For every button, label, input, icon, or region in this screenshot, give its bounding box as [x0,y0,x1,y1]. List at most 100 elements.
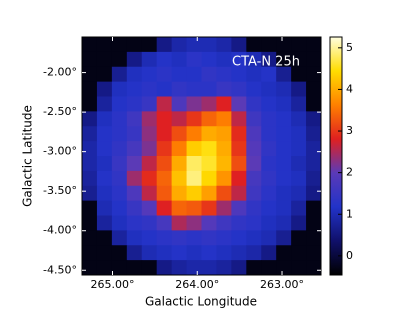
heatmap-cell [276,170,292,187]
heatmap-cell [261,126,277,142]
heatmap-cell [231,200,247,216]
heatmap-cell [306,37,322,53]
heatmap-cell [171,96,188,112]
heatmap-cell [246,66,262,83]
heatmap-cell [141,96,158,112]
annotation: CTA-N 25h [232,55,300,70]
heatmap-cell [276,81,292,97]
y-tick-label: -4.50° [43,263,77,276]
heatmap-cell [82,141,98,157]
heatmap-cell [96,245,113,261]
heatmap-cell [231,51,247,68]
heatmap-cell [111,170,128,187]
heatmap-cell [231,156,247,172]
heatmap-cell [141,81,158,97]
heatmap-cell [156,260,173,276]
heatmap-cell [231,230,247,246]
heatmap-cell [261,185,277,202]
heatmap-cell [306,170,322,187]
heatmap-cell [246,245,262,261]
y-tick-label: -4.00° [43,224,77,237]
heatmap-cell [82,66,98,83]
heatmap-cell [201,156,217,172]
heatmap-cell [231,185,247,202]
heatmap-cell [156,66,173,83]
heatmap-cell [261,260,277,276]
heatmap-cell [231,215,247,231]
x-tick-label: 264.00° [175,278,219,291]
heatmap-cell [186,170,202,187]
heatmap-cell [276,245,292,261]
heatmap-cell [141,230,158,246]
heatmap-cell [156,96,173,112]
heatmap-cell [261,111,277,127]
y-tick-label: -3.50° [43,184,77,197]
heatmap-cell [82,126,98,142]
heatmap-cell [111,81,128,97]
heatmap-cell [201,126,217,142]
heatmap-cell [216,230,232,246]
heatmap-cell [126,81,143,97]
heatmap-cell [111,260,128,276]
heatmap-cell [96,200,113,216]
heatmap-cell [231,96,247,112]
heatmap-cell [111,111,128,127]
heatmap-cell [141,200,158,216]
heatmap-cell [141,126,158,142]
y-axis-label: Galactic Latitude [21,105,35,207]
heatmap-cell [291,185,307,202]
heatmap-cell [246,141,262,157]
heatmap-cell [246,170,262,187]
heatmap-cell [291,81,307,97]
heatmap-cell [276,156,292,172]
colorbar-tick-label: 0 [346,249,353,262]
x-tick-label: 263.00° [260,278,304,291]
heatmap-cell [171,245,188,261]
heatmap-cell [201,215,217,231]
heatmap-cell [141,245,158,261]
heatmap-cell [261,200,277,216]
heatmap-cell [126,185,143,202]
heatmap-cell [306,260,322,276]
heatmap-cell [246,51,262,68]
heatmap-cell [141,215,158,231]
heatmap-cell [186,37,202,53]
heatmap-cell [126,51,143,68]
colorbar-tick-label: 1 [346,207,353,220]
heatmap-cell [171,170,188,187]
heatmap-cell [231,260,247,276]
heatmap-cell [82,260,98,276]
heatmap-cell [126,37,143,53]
heatmap [82,37,322,276]
heatmap-cell [82,156,98,172]
heatmap-cell [216,260,232,276]
heatmap-cell [186,141,202,157]
heatmap-cell [96,51,113,68]
heatmap-cell [306,156,322,172]
heatmap-cell [82,200,98,216]
heatmap-cell [216,245,232,261]
heatmap-cell [126,215,143,231]
heatmap-cell [216,51,232,68]
heatmap-cell [246,81,262,97]
heatmap-cell [126,200,143,216]
heatmap-cell [276,126,292,142]
heatmap-cell [246,156,262,172]
heatmap-cell [111,126,128,142]
heatmap-cell [111,230,128,246]
heatmap-cell [171,215,188,231]
heatmap-cell [96,111,113,127]
heatmap-cell [246,200,262,216]
heatmap-cell [306,200,322,216]
heatmap-cell [261,156,277,172]
heatmap-cell [291,170,307,187]
colorbar-tick-label: 2 [346,166,353,179]
heatmap-cell [216,185,232,202]
heatmap-cell [126,96,143,112]
heatmap-cell [171,126,188,142]
heatmap-cell [231,66,247,83]
heatmap-cell [216,126,232,142]
heatmap-cell [291,141,307,157]
heatmap-cell [291,260,307,276]
heatmap-cell [141,185,158,202]
